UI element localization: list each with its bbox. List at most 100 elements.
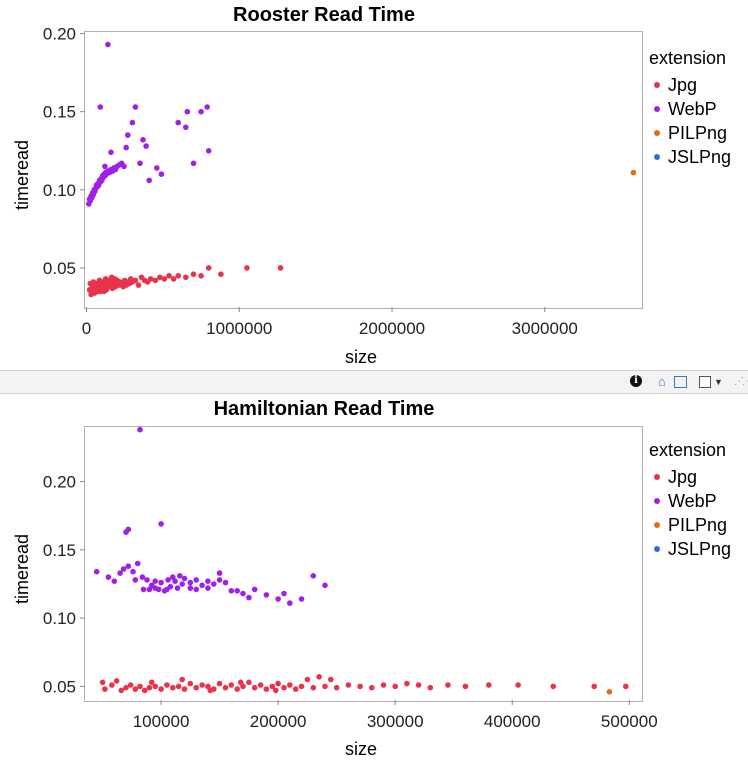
data-point-jpg[interactable] [591,683,597,690]
data-point-webp[interactable] [111,578,118,584]
data-point-jpg[interactable] [113,678,120,684]
data-point-webp[interactable] [172,578,178,584]
data-point-webp[interactable] [158,521,164,527]
data-point-jpg[interactable] [380,682,387,688]
legend-item-jpg[interactable]: Jpg [649,465,731,489]
data-point-jpg[interactable] [427,684,434,691]
data-point-webp[interactable] [164,586,170,593]
data-point-jpg[interactable] [222,684,229,691]
info-icon[interactable]: i [630,375,642,387]
data-point-jpg[interactable] [181,686,188,692]
data-point-webp[interactable] [205,585,211,591]
data-point-jpg[interactable] [273,687,279,694]
data-point-jpg[interactable] [158,686,164,692]
legend-item-pilpng[interactable]: PILPng [649,121,731,145]
data-point-webp[interactable] [281,590,287,597]
data-point-jpg[interactable] [175,683,182,690]
data-point-jpg[interactable] [234,686,240,692]
data-point-webp[interactable] [93,568,100,575]
data-point-jpg[interactable] [240,683,246,690]
data-point-pilpng[interactable] [630,169,637,176]
data-point-webp[interactable] [143,143,149,149]
data-point-jpg[interactable] [310,684,317,691]
data-point-webp[interactable] [216,577,223,583]
data-point-webp[interactable] [132,577,139,583]
data-point-jpg[interactable] [164,682,170,688]
data-point-webp[interactable] [140,586,147,593]
data-point-webp[interactable] [105,41,111,48]
data-point-jpg[interactable] [199,682,205,688]
checkbox-icon[interactable] [699,376,711,388]
legend-item-jslpng[interactable]: JSLPng [649,145,731,169]
data-point-jpg[interactable] [127,682,134,688]
data-point-webp[interactable] [139,574,146,580]
data-point-webp[interactable] [211,581,217,587]
data-point-webp[interactable] [205,578,211,584]
data-point-jpg[interactable] [269,683,276,690]
data-point-webp[interactable] [129,119,136,126]
data-point-webp[interactable] [97,104,104,110]
data-point-jpg[interactable] [287,682,293,688]
data-point-webp[interactable] [251,586,258,593]
data-point-jpg[interactable] [304,676,311,683]
data-point-jpg[interactable] [263,686,270,692]
data-point-webp[interactable] [158,171,165,177]
data-point-webp[interactable] [204,104,210,110]
data-point-jpg[interactable] [148,679,155,686]
data-point-webp[interactable] [222,579,229,586]
data-point-webp[interactable] [144,577,150,583]
data-point-jpg[interactable] [193,684,199,691]
data-point-jpg[interactable] [135,282,142,288]
data-point-jpg[interactable] [101,288,107,295]
data-point-webp[interactable] [187,579,194,586]
data-point-jpg[interactable] [118,687,125,694]
data-point-jpg[interactable] [623,683,629,690]
data-point-jpg[interactable] [550,683,556,690]
data-point-jpg[interactable] [109,682,115,688]
data-point-jpg[interactable] [328,676,334,683]
data-point-webp[interactable] [228,588,235,594]
data-point-webp[interactable] [146,586,153,593]
data-point-webp[interactable] [184,108,191,115]
data-point-webp[interactable] [121,163,127,170]
data-point-webp[interactable] [170,574,176,580]
data-point-jpg[interactable] [281,684,287,691]
data-point-webp[interactable] [130,568,136,575]
data-point-jpg[interactable] [486,682,492,688]
data-point-webp[interactable] [193,586,199,593]
data-point-jpg[interactable] [205,265,212,271]
data-point-jpg[interactable] [137,683,143,690]
data-point-jpg[interactable] [157,274,163,281]
data-point-jpg[interactable] [257,682,264,688]
data-point-jpg[interactable] [179,676,185,683]
data-point-jpg[interactable] [445,682,451,688]
data-point-jpg[interactable] [198,273,204,279]
data-point-jpg[interactable] [275,680,281,687]
data-point-webp[interactable] [117,570,123,576]
data-point-jpg[interactable] [112,276,118,282]
data-point-webp[interactable] [137,160,143,167]
data-point-jpg[interactable] [146,684,153,691]
data-point-webp[interactable] [146,177,152,184]
data-point-webp[interactable] [125,132,131,138]
data-point-jpg[interactable] [316,674,322,680]
data-point-webp[interactable] [175,119,181,126]
data-point-webp[interactable] [108,149,114,156]
data-point-webp[interactable] [216,570,223,576]
data-point-jpg[interactable] [369,684,375,691]
data-point-webp[interactable] [190,160,197,167]
data-point-webp[interactable] [125,563,132,569]
data-point-webp[interactable] [198,108,204,115]
legend-item-webp[interactable]: WebP [649,489,731,513]
data-point-webp[interactable] [174,585,181,591]
data-point-jpg[interactable] [333,684,340,691]
legend-item-jpg[interactable]: Jpg [649,73,731,97]
data-point-jpg[interactable] [99,679,106,686]
data-point-jpg[interactable] [244,265,250,271]
data-point-jpg[interactable] [187,680,194,687]
data-point-jpg[interactable] [298,683,305,690]
data-point-webp[interactable] [152,578,158,584]
data-point-jpg[interactable] [462,683,469,690]
data-point-webp[interactable] [205,148,212,154]
grid-icon[interactable] [674,376,687,388]
